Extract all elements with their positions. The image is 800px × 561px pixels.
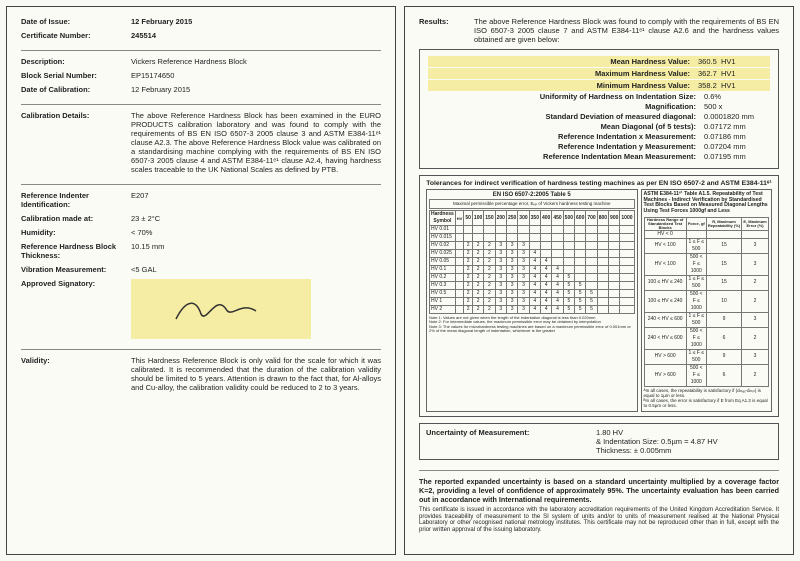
label-sig: Approved Signatory:: [21, 279, 131, 339]
left-page: Date of Issue:12 February 2015 Certifica…: [6, 6, 396, 555]
footer-bold: The reported expanded uncertainty is bas…: [419, 477, 779, 504]
label-thick: Reference Hardness Block Thickness:: [21, 242, 131, 260]
results-box: Mean Hardness Value:360.5 HV1 Maximum Ha…: [419, 49, 779, 169]
label-refy: Reference Indentation y Measurement:: [480, 142, 700, 151]
value-serial: EP15174650: [131, 71, 381, 80]
label-indenter: Reference Indenter Identification:: [21, 191, 131, 209]
label-refx: Reference Indentation x Measurement:: [480, 132, 700, 141]
value-validity: This Hardness Reference Block is only va…: [131, 356, 381, 392]
label-cal-date: Date of Calibration:: [21, 85, 131, 94]
value-humid: < 70%: [131, 228, 381, 237]
signature-box: [131, 279, 311, 339]
value-cal-temp: 23 ± 2°C: [131, 214, 381, 223]
label-min: Minimum Hardness Value:: [474, 81, 694, 90]
label-cal-det: Calibration Details:: [21, 111, 131, 174]
tol-right-table: Hardness Range of Standardized Test Bloc…: [644, 217, 769, 387]
uom-box: Uncertainty of Measurement:1.80 HV & Ind…: [419, 423, 779, 460]
tol-left-col: EN ISO 6507-2:2005 Table 5 Maximal permi…: [426, 189, 638, 412]
value-date-issue: 12 February 2015: [131, 17, 381, 26]
tolerance-box: Tolerances for indirect verification of …: [419, 175, 779, 417]
value-indenter: E207: [131, 191, 381, 209]
label-desc: Description:: [21, 57, 131, 66]
value-thick: 10.15 mm: [131, 242, 381, 260]
label-refm: Reference Indentation Mean Measurement:: [480, 152, 700, 161]
value-cal-det: The above Reference Hardness Block has b…: [131, 111, 381, 174]
label-sd: Standard Deviation of measured diagonal:: [480, 112, 700, 121]
label-vib: Vibration Measurement:: [21, 265, 131, 274]
label-serial: Block Serial Number:: [21, 71, 131, 80]
label-cert-no: Certificate Number:: [21, 31, 131, 40]
value-cert-no: 245514: [131, 31, 381, 40]
footer-small: This certificate is issued in accordance…: [419, 507, 779, 535]
signature-icon: [161, 289, 281, 329]
label-max: Maximum Hardness Value:: [474, 69, 694, 78]
value-desc: Vickers Reference Hardness Block: [131, 57, 381, 66]
label-date-issue: Date of Issue:: [21, 17, 131, 26]
label-mean: Mean Hardness Value:: [474, 57, 694, 66]
label-uom: Uncertainty of Measurement:: [426, 428, 596, 437]
label-cal-temp: Calibration made at:: [21, 214, 131, 223]
right-page: Results:The above Reference Hardness Blo…: [404, 6, 794, 555]
label-humid: Humidity:: [21, 228, 131, 237]
label-mag: Magnification:: [480, 102, 700, 111]
label-results: Results:: [419, 17, 474, 44]
value-cal-date: 12 February 2015: [131, 85, 381, 94]
label-meandiag: Mean Diagonal (of 5 tests):: [480, 122, 700, 131]
tol-right-col: ASTM E384-11ᵉ¹ Table A1.5. Repeatability…: [641, 189, 772, 412]
tol-left-table: Hardness SymbolHV50100150200250300350400…: [429, 210, 635, 314]
label-uniform: Uniformity of Hardness on Indentation Si…: [480, 92, 700, 101]
value-vib: <5 GAL: [131, 265, 381, 274]
label-validity: Validity:: [21, 356, 131, 392]
value-results-intro: The above Reference Hardness Block was f…: [474, 17, 779, 44]
tol-title: Tolerances for indirect verification of …: [426, 180, 772, 187]
